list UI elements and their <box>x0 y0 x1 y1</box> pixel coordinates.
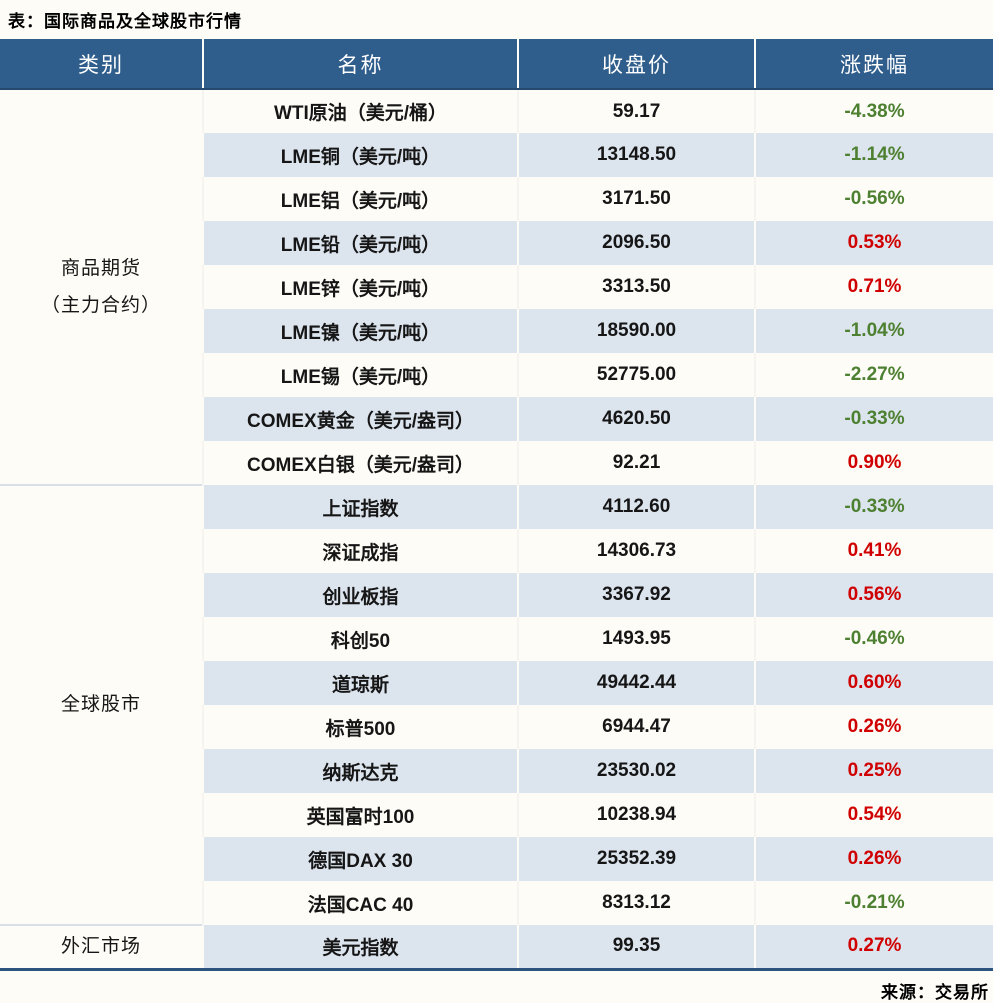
price-cell: 6944.47 <box>517 705 755 749</box>
price-cell: 92.21 <box>517 441 755 485</box>
change-cell: 0.25% <box>754 749 993 793</box>
change-cell: 0.27% <box>754 925 993 971</box>
name-cell: 深证成指 <box>202 529 518 573</box>
change-cell: -0.33% <box>754 397 993 441</box>
change-cell: -0.21% <box>754 881 993 925</box>
price-cell: 59.17 <box>517 89 755 133</box>
name-cell: LME锌（美元/吨） <box>202 265 518 309</box>
header-change: 涨跌幅 <box>754 39 993 90</box>
name-cell: 美元指数 <box>202 925 518 971</box>
price-cell: 25352.39 <box>517 837 755 881</box>
name-cell: 科创50 <box>202 617 518 661</box>
name-cell: 上证指数 <box>202 485 518 529</box>
header-close: 收盘价 <box>517 39 755 90</box>
header-category: 类别 <box>0 39 203 90</box>
change-cell: 0.41% <box>754 529 993 573</box>
price-cell: 52775.00 <box>517 353 755 397</box>
name-cell: LME铜（美元/吨） <box>202 133 518 177</box>
price-cell: 3367.92 <box>517 573 755 617</box>
price-cell: 99.35 <box>517 925 755 971</box>
table-row: 法国CAC 40 8313.12 -0.21% <box>0 881 993 925</box>
source-note: 来源：交易所 <box>881 982 989 1002</box>
change-cell: -2.27% <box>754 353 993 397</box>
table-row: COMEX黄金（美元/盎司） 4620.50 -0.33% <box>0 397 993 441</box>
table-row: 深证成指 14306.73 0.41% <box>0 529 993 573</box>
change-cell: 0.26% <box>754 837 993 881</box>
price-cell: 4112.60 <box>517 485 755 529</box>
table-row: LME锌（美元/吨） 3313.50 0.71% <box>0 265 993 309</box>
table-row: 创业板指 3367.92 0.56% <box>0 573 993 617</box>
name-cell: 纳斯达克 <box>202 749 518 793</box>
price-cell: 13148.50 <box>517 133 755 177</box>
price-cell: 49442.44 <box>517 661 755 705</box>
change-cell: 0.26% <box>754 705 993 749</box>
name-cell: COMEX白银（美元/盎司） <box>202 441 518 485</box>
name-cell: WTI原油（美元/桶） <box>202 89 518 133</box>
change-cell: 0.71% <box>754 265 993 309</box>
table-row: 外汇市场 美元指数 99.35 0.27% <box>0 924 993 971</box>
price-cell: 3171.50 <box>517 177 755 221</box>
price-cell: 8313.12 <box>517 881 755 925</box>
name-cell: 德国DAX 30 <box>202 837 518 881</box>
price-cell: 3313.50 <box>517 265 755 309</box>
name-cell: 法国CAC 40 <box>202 881 518 925</box>
name-cell: LME铅（美元/吨） <box>202 221 518 265</box>
change-cell: -4.38% <box>754 89 993 133</box>
change-cell: -1.04% <box>754 309 993 353</box>
change-cell: -0.56% <box>754 177 993 221</box>
table-row: LME铜（美元/吨） 13148.50 -1.14% <box>0 133 993 177</box>
table-row: 标普500 6944.47 0.26% <box>0 705 993 749</box>
price-cell: 1493.95 <box>517 617 755 661</box>
price-cell: 4620.50 <box>517 397 755 441</box>
category-cell: 商品期货 （主力合约） <box>0 89 203 485</box>
category-cell: 全球股市 <box>0 484 203 925</box>
name-cell: 道琼斯 <box>202 661 518 705</box>
name-cell: LME锡（美元/吨） <box>202 353 518 397</box>
category-cell: 外汇市场 <box>0 924 203 971</box>
table-header: 类别 名称 收盘价 涨跌幅 <box>0 39 993 90</box>
table-row: LME铅（美元/吨） 2096.50 0.53% <box>0 221 993 265</box>
name-cell: 英国富时100 <box>202 793 518 837</box>
name-cell: LME铝（美元/吨） <box>202 177 518 221</box>
table-row: 德国DAX 30 25352.39 0.26% <box>0 837 993 881</box>
change-cell: 0.54% <box>754 793 993 837</box>
market-table: 类别 名称 收盘价 涨跌幅 商品期货 （主力合约） WTI原油（美元/桶） 59.1… <box>0 39 993 971</box>
table-row: COMEX白银（美元/盎司） 92.21 0.90% <box>0 441 993 485</box>
change-cell: 0.60% <box>754 661 993 705</box>
price-cell: 14306.73 <box>517 529 755 573</box>
name-cell: COMEX黄金（美元/盎司） <box>202 397 518 441</box>
change-cell: -0.46% <box>754 617 993 661</box>
change-cell: -1.14% <box>754 133 993 177</box>
table-row: 英国富时100 10238.94 0.54% <box>0 793 993 837</box>
table-row: 道琼斯 49442.44 0.60% <box>0 661 993 705</box>
change-cell: 0.90% <box>754 441 993 485</box>
price-cell: 2096.50 <box>517 221 755 265</box>
change-cell: -0.33% <box>754 485 993 529</box>
name-cell: 创业板指 <box>202 573 518 617</box>
table-row: LME镍（美元/吨） 18590.00 -1.04% <box>0 309 993 353</box>
price-cell: 10238.94 <box>517 793 755 837</box>
price-cell: 18590.00 <box>517 309 755 353</box>
table-row: 商品期货 （主力合约） WTI原油（美元/桶） 59.17 -4.38% <box>0 89 993 485</box>
table-row: 纳斯达克 23530.02 0.25% <box>0 749 993 793</box>
header-name: 名称 <box>202 39 518 90</box>
page-title: 表：国际商品及全球股市行情 <box>8 12 242 31</box>
table-body: 商品期货 （主力合约） WTI原油（美元/桶） 59.17 -4.38% LME铜（美元… <box>0 89 993 971</box>
price-cell: 23530.02 <box>517 749 755 793</box>
table-row: 全球股市 上证指数 4112.60 -0.33% <box>0 484 993 925</box>
table-row: 科创50 1493.95 -0.46% <box>0 617 993 661</box>
change-cell: 0.53% <box>754 221 993 265</box>
name-cell: LME镍（美元/吨） <box>202 309 518 353</box>
table-row: LME铝（美元/吨） 3171.50 -0.56% <box>0 177 993 221</box>
name-cell: 标普500 <box>202 705 518 749</box>
change-cell: 0.56% <box>754 573 993 617</box>
header-row: 类别 名称 收盘价 涨跌幅 <box>0 39 993 90</box>
table-row: LME锡（美元/吨） 52775.00 -2.27% <box>0 353 993 397</box>
